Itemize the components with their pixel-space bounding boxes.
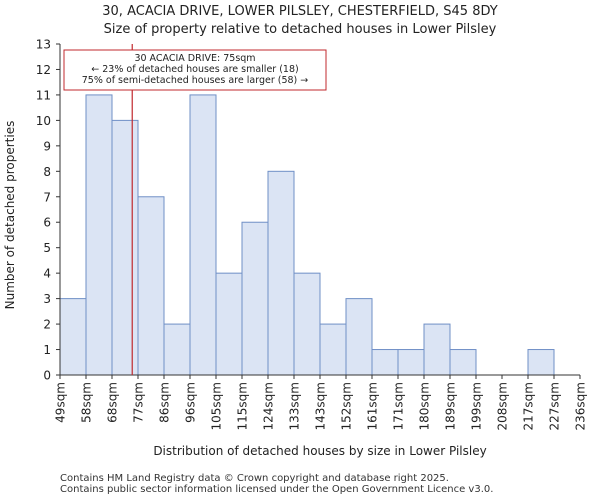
x-axis-label: Distribution of detached houses by size … <box>153 444 486 458</box>
x-tick-label: 86sqm <box>158 382 172 423</box>
histogram-bar <box>59 298 87 376</box>
x-tick-label: 161sqm <box>366 382 380 430</box>
y-tick-label: 0 <box>43 369 51 383</box>
x-tick-label: 133sqm <box>288 382 302 430</box>
histogram-bar <box>449 349 477 376</box>
x-tick-label: 208sqm <box>496 382 510 430</box>
annotation-text: ← 23% of detached houses are smaller (18… <box>91 64 298 75</box>
x-tick-label: 124sqm <box>262 382 276 430</box>
x-tick-label: 77sqm <box>132 382 146 423</box>
x-tick-label: 143sqm <box>314 382 328 430</box>
footer-licence: Contains public sector information licen… <box>60 484 494 495</box>
y-tick-label: 9 <box>43 139 51 153</box>
x-tick-label: 199sqm <box>470 382 484 430</box>
x-tick-label: 217sqm <box>522 382 536 430</box>
chart-subtitle: Size of property relative to detached ho… <box>103 22 497 37</box>
histogram-bar <box>267 170 295 376</box>
y-tick-label: 12 <box>36 63 51 77</box>
y-tick-label: 13 <box>36 38 51 52</box>
histogram-bar <box>215 272 243 376</box>
histogram-bar <box>527 349 555 376</box>
x-tick-label: 236sqm <box>574 382 588 430</box>
y-tick-label: 11 <box>36 88 51 102</box>
x-tick-label: 96sqm <box>184 382 198 423</box>
histogram-bar <box>397 349 425 376</box>
histogram-bar <box>423 323 451 376</box>
y-tick-label: 7 <box>43 190 51 204</box>
histogram-bar <box>137 196 165 376</box>
x-tick-label: 180sqm <box>418 382 432 430</box>
annotation-text: 30 ACACIA DRIVE: 75sqm <box>134 53 255 64</box>
y-tick-label: 6 <box>43 216 51 230</box>
x-tick-label: 58sqm <box>80 382 94 423</box>
histogram-bar <box>189 94 217 376</box>
histogram-bar <box>163 323 191 376</box>
footer-copyright: Contains HM Land Registry data © Crown c… <box>60 473 449 484</box>
histogram-bar <box>241 221 269 376</box>
x-tick-label: 189sqm <box>444 382 458 430</box>
histogram-bar <box>293 272 321 376</box>
annotation-box <box>63 49 327 91</box>
x-tick-label: 49sqm <box>54 382 68 423</box>
histogram-bar <box>371 349 399 376</box>
y-axis-label: Number of detached properties <box>3 121 17 310</box>
histogram-bar <box>345 298 373 376</box>
x-tick-label: 152sqm <box>340 382 354 430</box>
histogram-bar <box>111 119 139 376</box>
x-tick-label: 115sqm <box>236 382 250 430</box>
histogram-bar <box>85 94 113 376</box>
x-tick-label: 227sqm <box>548 382 562 430</box>
y-tick-label: 4 <box>43 267 51 281</box>
x-tick-label: 105sqm <box>210 382 224 430</box>
y-tick-label: 10 <box>36 114 51 128</box>
y-tick-label: 8 <box>43 165 51 179</box>
annotation-text: 75% of semi-detached houses are larger (… <box>82 75 309 86</box>
chart-title: 30, ACACIA DRIVE, LOWER PILSLEY, CHESTER… <box>102 4 498 19</box>
y-tick-label: 3 <box>43 292 51 306</box>
y-tick-label: 2 <box>43 318 51 332</box>
x-tick-label: 171sqm <box>392 382 406 430</box>
x-tick-label: 68sqm <box>106 382 120 423</box>
histogram-bar <box>319 323 347 376</box>
y-tick-label: 5 <box>43 241 51 255</box>
y-tick-label: 1 <box>43 343 51 357</box>
